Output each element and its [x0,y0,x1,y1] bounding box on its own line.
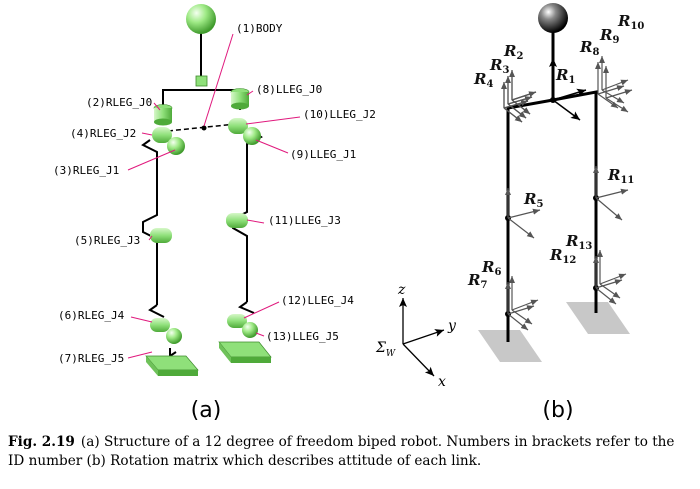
label-lleg-j4: (12)LLEG_J4 [281,294,354,307]
world-sigma-label: ΣW [375,340,396,359]
lleg-j0-cylinder [231,92,249,106]
rleg-j2-cylinder [152,127,172,143]
frame-label-4: R4 [473,70,493,90]
frame-label-3: R3 [489,56,509,76]
label-body: (1)BODY [236,22,283,35]
label-lleg-j0: (8)LLEG_J0 [256,83,322,96]
frame-label-8: R8 [579,38,599,58]
frame-label-7: R7 [467,271,487,291]
label-rleg-j2: (4)RLEG_J2 [70,127,136,140]
figure: (1)BODY (2)RLEG_J0 (4)RLEG_J2 (3)RLEG_J1… [53,3,644,423]
label-rleg-j1: (3)RLEG_J1 [53,164,119,177]
label-lleg-j3: (11)LLEG_J3 [268,214,341,227]
panel-b-label: (b) [542,398,573,423]
pelvis-link [162,89,241,110]
label-rleg-j3: (5)RLEG_J3 [74,234,140,247]
lleg-j1-cylinder [243,127,261,145]
rleg-j3-cylinder [150,228,172,243]
panel-a-robot: (1)BODY (2)RLEG_J0 (4)RLEG_J2 (3)RLEG_J1… [53,4,376,423]
rleg-j5-cylinder [166,328,182,344]
frame-label-6: R6 [481,258,501,278]
caption-text: (a) Structure of a 12 degree of freedom … [8,434,675,469]
frame-label-5: R5 [523,190,543,210]
lleg-j3-cylinder [226,213,248,228]
lleg-j2-cylinder [228,118,248,134]
leader-lines [127,33,301,359]
label-lleg-j5: (13)LLEG_J5 [266,330,339,343]
label-lleg-j2: (10)LLEG_J2 [303,108,376,121]
world-z-label: z [397,282,406,298]
panel-a-label: (a) [191,398,222,423]
head-sphere-b [538,3,568,33]
lleg-j5-cylinder [242,322,258,338]
body-origin-dot [201,125,207,131]
label-rleg-j4: (6)RLEG_J4 [58,309,125,322]
figure-caption: Fig. 2.19 (a) Structure of a 12 degree of… [8,433,692,471]
label-rleg-j0: (2)RLEG_J0 [86,96,152,109]
frame-label-10: R10 [617,12,644,32]
world-y-label: y [447,318,457,334]
label-lleg-j1: (9)LLEG_J1 [290,148,356,161]
lleg-j4-cylinder [227,314,247,328]
rleg-j0-cylinder [154,108,172,122]
label-rleg-j5: (7)RLEG_J5 [58,352,124,365]
left-foot-plate [566,302,630,334]
panel-b-frames: R1 R2 R3 R4 R5 R6 R7 R8 R9 R10 R11 R12 R… [375,3,644,423]
frame-label-1: R1 [555,66,575,86]
rleg-j1-cylinder [167,137,185,155]
world-frame: z y x ΣW [375,282,457,390]
frame-label-11: R11 [607,166,634,186]
frame-label-9: R9 [599,26,619,46]
world-x-label: x [438,374,446,390]
figure-number: Fig. 2.19 [8,434,75,450]
rleg-j4-cylinder [150,318,170,332]
right-leg-link [141,139,158,305]
frame-label-2: R2 [503,42,523,62]
head-sphere [186,4,216,34]
body-joint [195,75,208,87]
frame-label-13: R13 [565,232,592,252]
right-foot-plate [478,330,542,362]
frame-label-12: R12 [549,246,576,266]
